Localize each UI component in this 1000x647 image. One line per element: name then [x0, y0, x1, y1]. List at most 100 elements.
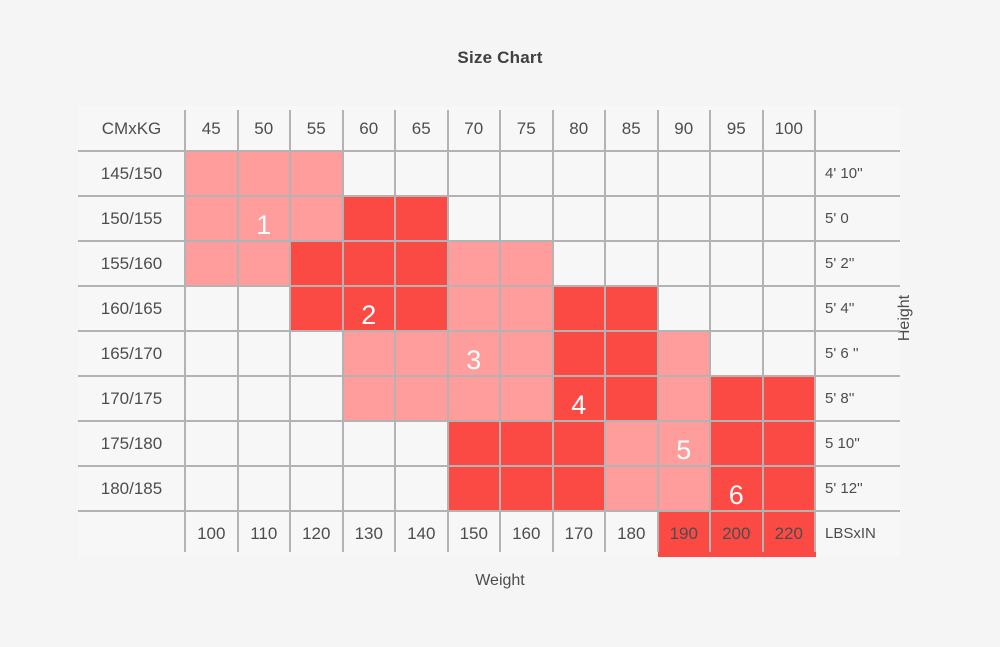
column-header-kg: 75	[516, 119, 536, 138]
size-region-cell	[395, 241, 449, 287]
size-region-label-4: 4	[571, 390, 587, 420]
size-region-cell	[447, 466, 501, 512]
size-region-cell	[762, 376, 816, 422]
row-label-cm: 150/155	[100, 209, 163, 228]
size-region-cell	[290, 151, 344, 197]
row-label-inches: 5' 2''	[825, 255, 855, 272]
row-label-cm: 180/185	[100, 479, 163, 498]
column-header-lbs: 150	[459, 524, 488, 543]
row-label-inches: 5' 0	[825, 210, 849, 227]
size-region-cell	[657, 511, 711, 557]
row-label-inches: 5' 4''	[825, 300, 855, 317]
size-region-cell	[710, 466, 764, 512]
size-region-cell	[500, 376, 554, 422]
grid-hline	[78, 195, 900, 197]
size-region-cell	[552, 421, 606, 467]
size-region-cell	[395, 376, 449, 422]
column-header-lbs: 180	[617, 524, 646, 543]
column-header-lbs: 140	[407, 524, 436, 543]
row-label-inches: 4' 10''	[825, 165, 863, 182]
grid-hline	[78, 510, 900, 512]
column-header-lbs: 220	[774, 524, 803, 543]
size-region-cell	[500, 241, 554, 287]
column-header-lbs: 170	[564, 524, 593, 543]
size-region-cell	[237, 241, 291, 287]
column-header-kg: 50	[254, 119, 274, 138]
column-header-lbs: 110	[250, 524, 278, 543]
size-region-label-1: 1	[256, 210, 272, 240]
size-region-cell	[237, 196, 291, 242]
grid-hline	[78, 330, 900, 332]
size-region-cell	[342, 331, 396, 377]
size-region-cell	[290, 196, 344, 242]
size-region-label-6: 6	[728, 480, 744, 510]
size-region-cell	[605, 466, 659, 512]
size-region-cell	[552, 376, 606, 422]
size-region-cell	[395, 196, 449, 242]
size-region-cell	[657, 331, 711, 377]
size-region-cell	[657, 421, 711, 467]
size-region-cell	[762, 466, 816, 512]
column-header-kg: 70	[464, 119, 484, 138]
size-region-cell	[552, 331, 606, 377]
size-region-cell	[710, 376, 764, 422]
row-label-cm: 155/160	[100, 254, 163, 273]
size-region-cell	[185, 241, 239, 287]
column-header-lbs: 100	[197, 524, 226, 543]
column-header-kg: 80	[569, 119, 589, 138]
size-region-cell	[237, 151, 291, 197]
grid-lines-layer	[78, 106, 900, 558]
size-region-cell	[290, 286, 344, 332]
size-region-cell	[605, 331, 659, 377]
size-region-cell	[395, 286, 449, 332]
size-region-cell	[605, 286, 659, 332]
row-label-inches: 5' 8''	[825, 390, 855, 407]
column-header-kg: 85	[621, 119, 641, 138]
row-label-inches: 5 10''	[825, 435, 860, 452]
column-header-lbs: 120	[302, 524, 331, 543]
row-label-cm: 160/165	[100, 299, 163, 318]
size-region-cell	[605, 421, 659, 467]
size-region-cell	[185, 196, 239, 242]
size-region-label-3: 3	[466, 345, 482, 375]
size-region-label-2: 2	[361, 300, 377, 330]
size-region-cell	[552, 286, 606, 332]
size-region-cell	[447, 286, 501, 332]
column-header-lbs: 160	[512, 524, 541, 543]
size-region-cell	[657, 376, 711, 422]
size-region-cell	[290, 241, 344, 287]
column-header-kg: 45	[201, 119, 221, 138]
column-header-kg: 65	[411, 119, 431, 138]
grid-hline	[78, 240, 900, 242]
column-header-kg: 55	[306, 119, 326, 138]
grid-hline	[78, 285, 900, 287]
size-region-cell	[447, 376, 501, 422]
column-header-lbs: 200	[722, 524, 751, 543]
size-region-cell	[447, 241, 501, 287]
size-region-cell	[762, 511, 816, 557]
size-region-cell	[342, 196, 396, 242]
size-region-cell	[342, 286, 396, 332]
row-label-cm: 165/170	[100, 344, 163, 363]
column-header-kg: 100	[774, 119, 803, 138]
size-region-cell	[500, 466, 554, 512]
size-region-cell	[710, 421, 764, 467]
size-region-cell	[342, 241, 396, 287]
column-header-kg: 90	[674, 119, 694, 138]
row-label-inches: 5' 6 ''	[825, 345, 859, 362]
column-header-lbs: 130	[354, 524, 383, 543]
size-region-label-5: 5	[676, 435, 692, 465]
size-region-cell	[657, 466, 711, 512]
column-header-kg: 95	[726, 119, 746, 138]
grid-hline	[78, 420, 900, 422]
size-region-cell	[395, 331, 449, 377]
grid-hline	[78, 150, 900, 152]
size-region-cell	[552, 466, 606, 512]
size-region-cell	[185, 151, 239, 197]
grid-labels-layer: CMxKG 45 50 55 60 65 70 75 80 85 90 95 100 145/150 150…	[78, 106, 900, 558]
row-label-cm: 170/175	[100, 389, 163, 408]
column-header-lbs: 190	[669, 524, 698, 543]
